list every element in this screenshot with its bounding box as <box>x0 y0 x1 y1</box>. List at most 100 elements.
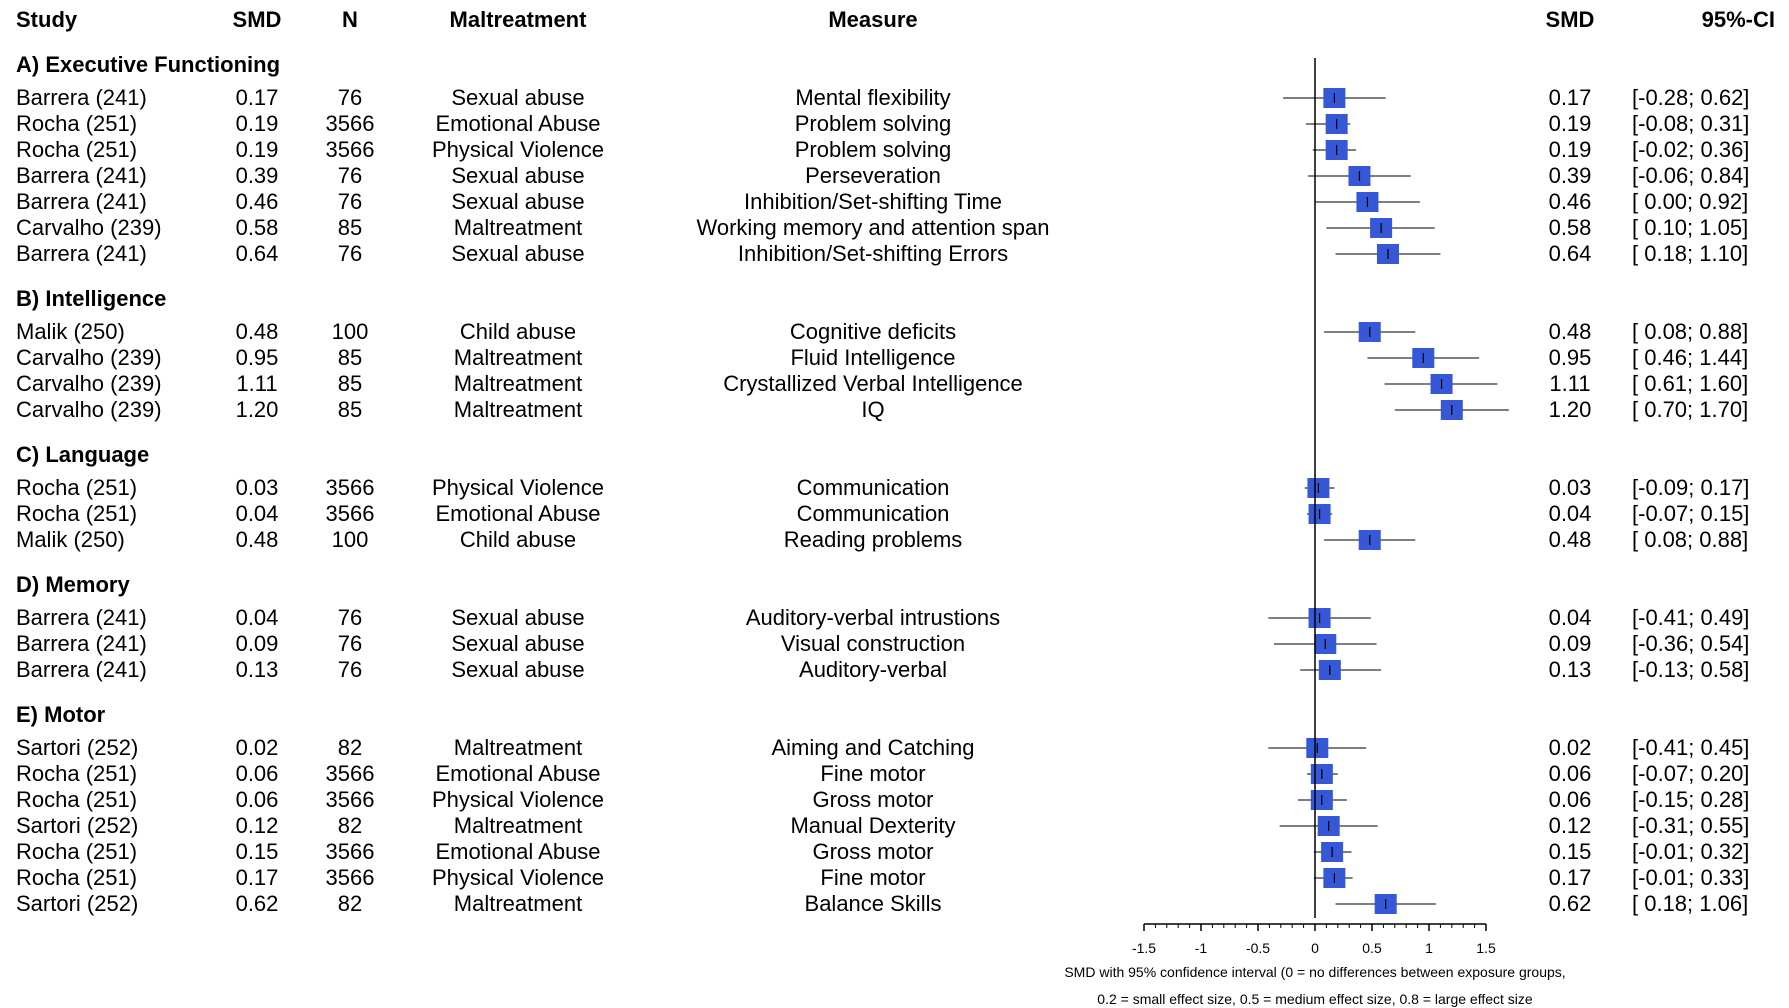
smd-value: 0.64 <box>236 241 279 266</box>
table-row: Rocha (251) 0.17 3566 Physical Violence Fine… <box>16 865 1749 890</box>
ci-label: [ 0.00; 0.92] <box>1632 189 1748 214</box>
smd-right-value: 0.19 <box>1549 111 1592 136</box>
table-row: Carvalho (239) 0.58 85 Maltreatment Working … <box>16 215 1748 240</box>
effect-mark <box>1326 218 1435 238</box>
table-row: Barrera (241) 0.64 76 Sexual abuse Inhibitio… <box>16 241 1748 266</box>
smd-right-value: 0.09 <box>1549 631 1592 656</box>
measure-label: Fine motor <box>820 761 925 786</box>
maltreatment-label: Maltreatment <box>454 813 582 838</box>
table-row: Rocha (251) 0.19 3566 Emotional Abuse Proble… <box>16 111 1749 136</box>
header-smd-right: SMD <box>1546 7 1595 32</box>
ci-label: [-0.41; 0.49] <box>1632 605 1749 630</box>
maltreatment-label: Physical Violence <box>432 787 604 812</box>
study-label: Carvalho (239) <box>16 215 162 240</box>
study-label: Rocha (251) <box>16 501 137 526</box>
effect-mark <box>1273 634 1377 654</box>
smd-right-value: 0.17 <box>1549 85 1592 110</box>
caption-line-1: SMD with 95% confidence interval (0 = no… <box>1064 964 1565 980</box>
smd-value: 0.06 <box>236 787 279 812</box>
ci-label: [ 0.08; 0.88] <box>1632 527 1748 552</box>
n-value: 3566 <box>326 475 375 500</box>
smd-value: 0.95 <box>236 345 279 370</box>
table-rows: A) Executive Functioning Barrera (241) 0.1… <box>16 52 1749 916</box>
table-row: Sartori (252) 0.62 82 Maltreatment Balance S… <box>16 891 1748 916</box>
smd-value: 0.19 <box>236 137 279 162</box>
ci-label: [-0.06; 0.84] <box>1632 163 1749 188</box>
n-value: 82 <box>338 891 362 916</box>
maltreatment-label: Emotional Abuse <box>435 839 600 864</box>
maltreatment-label: Sexual abuse <box>451 241 584 266</box>
n-value: 100 <box>332 319 369 344</box>
plot-area <box>1268 58 1509 918</box>
measure-label: Aiming and Catching <box>771 735 974 760</box>
smd-right-value: 1.11 <box>1549 371 1590 396</box>
study-label: Barrera (241) <box>16 657 147 682</box>
section-title: A) Executive Functioning <box>16 52 280 77</box>
smd-right-value: 0.03 <box>1549 475 1592 500</box>
table-row: Barrera (241) 0.39 76 Sexual abuse Persevera… <box>16 163 1749 188</box>
ci-label: [-0.09; 0.17] <box>1632 475 1749 500</box>
table-row: Rocha (251) 0.06 3566 Emotional Abuse Fine m… <box>16 761 1749 786</box>
smd-value: 0.02 <box>236 735 279 760</box>
smd-right-value: 0.13 <box>1549 657 1592 682</box>
ci-label: [-0.15; 0.28] <box>1632 787 1749 812</box>
smd-value: 0.04 <box>236 501 279 526</box>
section-1: A) Executive Functioning Barrera (241) 0.1… <box>16 52 1749 266</box>
n-value: 85 <box>338 345 362 370</box>
ci-label: [-0.01; 0.33] <box>1632 865 1749 890</box>
ci-label: [ 0.08; 0.88] <box>1632 319 1748 344</box>
smd-right-value: 0.19 <box>1549 137 1592 162</box>
effect-mark <box>1297 790 1347 810</box>
smd-value: 0.04 <box>236 605 279 630</box>
effect-mark <box>1367 348 1480 368</box>
maltreatment-label: Maltreatment <box>454 345 582 370</box>
x-tick-label: -1 <box>1195 940 1208 956</box>
n-value: 100 <box>332 527 369 552</box>
smd-value: 0.17 <box>236 865 279 890</box>
smd-value: 0.48 <box>236 319 279 344</box>
table-row: Malik (250) 0.48 100 Child abuse Cognitive d… <box>16 319 1748 344</box>
smd-right-value: 0.12 <box>1549 813 1592 838</box>
smd-value: 0.46 <box>236 189 279 214</box>
effect-mark <box>1384 374 1498 394</box>
smd-value: 0.39 <box>236 163 279 188</box>
measure-label: Communication <box>797 501 950 526</box>
study-label: Barrera (241) <box>16 189 147 214</box>
n-value: 85 <box>338 215 362 240</box>
maltreatment-label: Sexual abuse <box>451 657 584 682</box>
measure-label: Manual Dexterity <box>790 813 955 838</box>
measure-label: Communication <box>797 475 950 500</box>
measure-label: Working memory and attention span <box>697 215 1050 240</box>
n-value: 82 <box>338 813 362 838</box>
header-maltreatment: Maltreatment <box>450 7 588 32</box>
measure-label: Perseveration <box>805 163 941 188</box>
effect-mark <box>1268 608 1371 628</box>
section-title: E) Motor <box>16 702 106 727</box>
n-value: 76 <box>338 163 362 188</box>
smd-right-value: 1.20 <box>1549 397 1592 422</box>
maltreatment-label: Maltreatment <box>454 891 582 916</box>
table-row: Barrera (241) 0.09 76 Sexual abuse Visual co… <box>16 631 1749 656</box>
maltreatment-label: Physical Violence <box>432 865 604 890</box>
x-tick-label: 0 <box>1311 940 1319 956</box>
study-label: Rocha (251) <box>16 137 137 162</box>
n-value: 3566 <box>326 501 375 526</box>
maltreatment-label: Sexual abuse <box>451 85 584 110</box>
study-label: Rocha (251) <box>16 839 137 864</box>
table-row: Sartori (252) 0.02 82 Maltreatment Aiming an… <box>16 735 1749 760</box>
measure-label: Crystallized Verbal Intelligence <box>723 371 1023 396</box>
x-axis: -1.5 -1 -0.5 0 0.5 1 1.5 <box>1132 923 1496 956</box>
study-label: Carvalho (239) <box>16 371 162 396</box>
header-smd: SMD <box>233 7 282 32</box>
study-label: Sartori (252) <box>16 813 138 838</box>
smd-right-value: 0.04 <box>1549 501 1592 526</box>
n-value: 3566 <box>326 761 375 786</box>
caption-line-2: 0.2 = small effect size, 0.5 = medium ef… <box>1097 991 1533 1007</box>
ci-label: [-0.01; 0.32] <box>1632 839 1749 864</box>
x-tick-label: 1.5 <box>1476 940 1496 956</box>
effect-mark <box>1324 530 1416 550</box>
maltreatment-label: Physical Violence <box>432 475 604 500</box>
ci-label: [ 0.61; 1.60] <box>1632 371 1748 396</box>
ci-label: [-0.28; 0.62] <box>1632 85 1749 110</box>
maltreatment-label: Maltreatment <box>454 735 582 760</box>
